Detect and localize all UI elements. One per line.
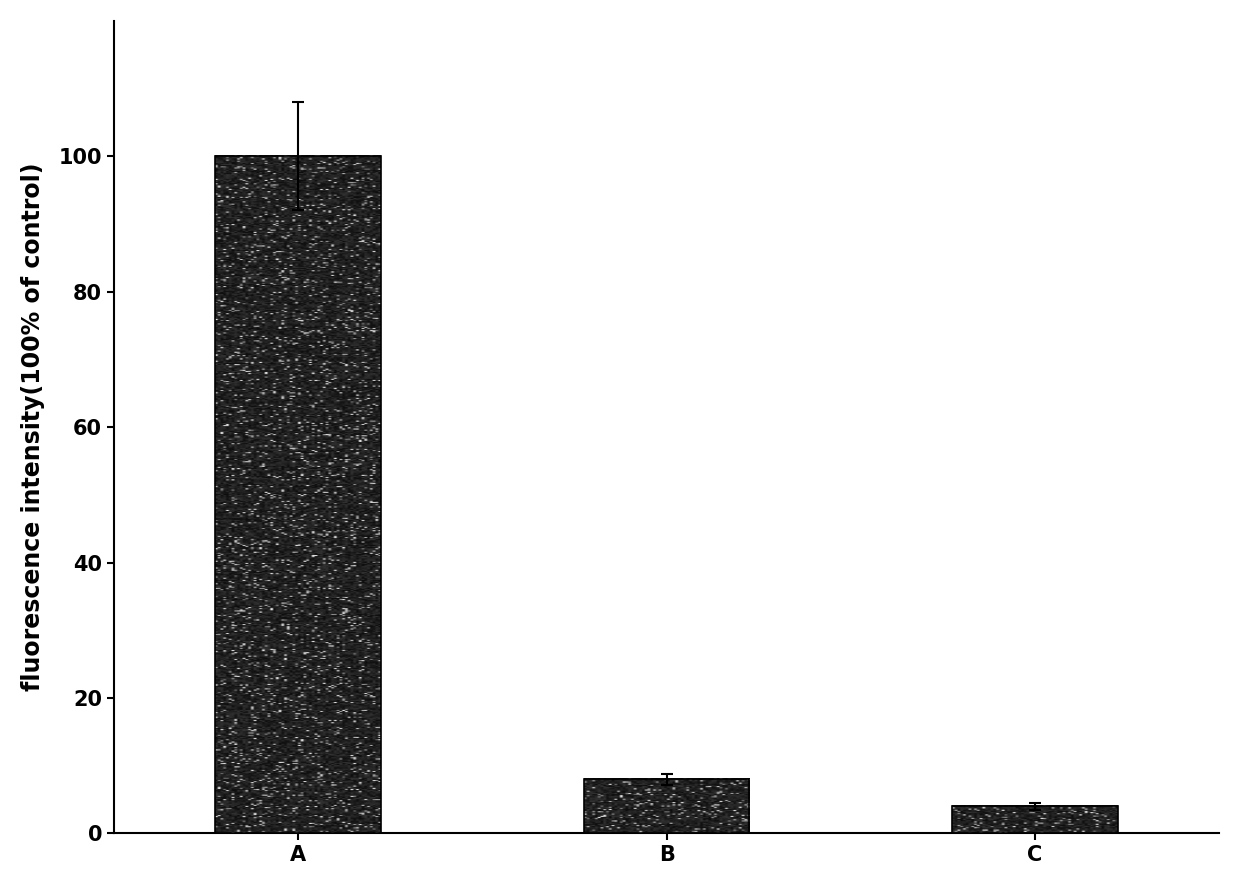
Bar [216, 156, 381, 834]
Y-axis label: fluorescence intensity(100% of control): fluorescence intensity(100% of control) [21, 163, 45, 691]
Bar [584, 779, 749, 834]
Bar [952, 806, 1118, 834]
